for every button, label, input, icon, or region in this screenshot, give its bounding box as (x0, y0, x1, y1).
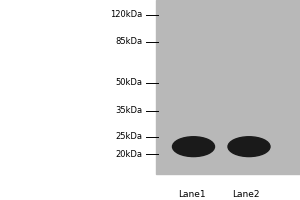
Ellipse shape (172, 137, 214, 157)
Text: 25kDa: 25kDa (116, 132, 142, 141)
Text: 20kDa: 20kDa (116, 150, 142, 159)
Ellipse shape (228, 137, 270, 157)
Text: Lane2: Lane2 (232, 190, 260, 199)
Bar (156, 0, 300, 174)
Text: Lane1: Lane1 (178, 190, 206, 199)
Text: 35kDa: 35kDa (116, 106, 142, 115)
Text: 85kDa: 85kDa (116, 37, 142, 46)
Text: 120kDa: 120kDa (110, 10, 142, 19)
Text: 50kDa: 50kDa (116, 78, 142, 87)
